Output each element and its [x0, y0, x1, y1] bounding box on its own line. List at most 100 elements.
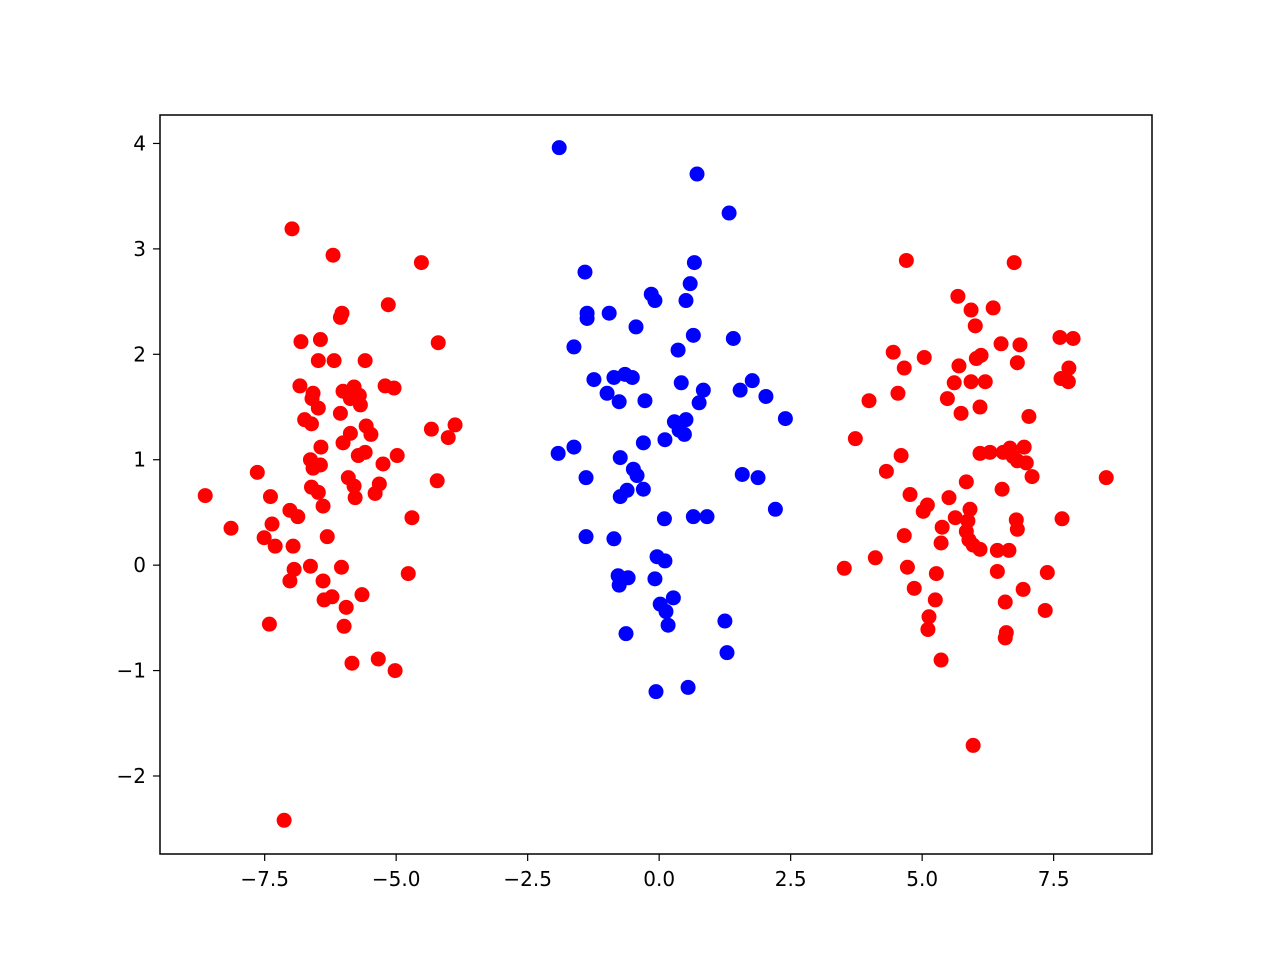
point [429, 473, 445, 489]
point [657, 553, 673, 569]
point [678, 293, 694, 309]
point [648, 684, 664, 700]
point [1012, 337, 1028, 353]
point [223, 520, 239, 536]
point [612, 450, 628, 466]
point [750, 470, 766, 486]
point [637, 393, 653, 409]
point [344, 655, 360, 671]
point [767, 501, 783, 517]
point [1018, 455, 1034, 471]
point [332, 309, 348, 325]
point [963, 302, 979, 318]
point [282, 573, 298, 589]
point [958, 474, 974, 490]
point [686, 255, 702, 271]
point [898, 252, 914, 268]
point [989, 563, 1005, 579]
point [1001, 542, 1017, 558]
point [389, 448, 405, 464]
point [286, 561, 302, 577]
point [447, 417, 463, 433]
point [732, 382, 748, 398]
point [658, 604, 674, 620]
point [934, 519, 950, 535]
point [551, 140, 567, 156]
point [947, 510, 963, 526]
point [303, 416, 319, 432]
point [566, 439, 582, 455]
point [734, 466, 750, 482]
point [578, 470, 594, 486]
point [1037, 602, 1053, 618]
point [404, 510, 420, 526]
point [717, 613, 733, 629]
point [993, 336, 1009, 352]
y-tick-label: −2 [117, 764, 146, 788]
point [629, 468, 645, 484]
point [982, 444, 998, 460]
point [933, 535, 949, 551]
point [928, 566, 944, 582]
point [292, 378, 308, 394]
point [335, 435, 351, 451]
point [611, 577, 627, 593]
point [1098, 470, 1114, 486]
point [363, 426, 379, 442]
point [660, 617, 676, 633]
y-tick-label: 3 [133, 237, 146, 261]
point [579, 310, 595, 326]
point [867, 550, 883, 566]
x-tick-label: 7.5 [1038, 867, 1070, 891]
point [326, 353, 342, 369]
point [972, 541, 988, 557]
point [680, 679, 696, 695]
point [836, 560, 852, 576]
y-tick-label: 4 [133, 131, 146, 155]
point [647, 293, 663, 309]
point [920, 621, 936, 637]
point [725, 330, 741, 346]
point [197, 488, 213, 504]
point [423, 421, 439, 437]
point [635, 481, 651, 497]
point [1065, 330, 1081, 346]
point [586, 372, 602, 388]
point [325, 247, 341, 263]
y-tick-label: 1 [133, 448, 146, 472]
point [965, 737, 981, 753]
point [336, 618, 352, 634]
point [305, 460, 321, 476]
point [685, 327, 701, 343]
x-tick-label: 0.0 [643, 867, 675, 891]
point [1061, 360, 1077, 376]
point [332, 405, 348, 421]
point [657, 432, 673, 448]
point [744, 373, 760, 389]
point [606, 531, 622, 547]
point [612, 489, 628, 505]
point [635, 435, 651, 451]
point [400, 566, 416, 582]
point [285, 538, 301, 554]
point [997, 594, 1013, 610]
point [380, 297, 396, 313]
point [927, 592, 943, 608]
point [262, 489, 278, 505]
point [699, 509, 715, 525]
point [312, 332, 328, 348]
y-tick-label: 2 [133, 342, 146, 366]
point [256, 530, 272, 546]
point [319, 529, 335, 545]
point [367, 485, 383, 501]
point [951, 358, 967, 374]
point [1009, 521, 1025, 537]
point [386, 380, 402, 396]
point [1060, 374, 1076, 390]
point [566, 339, 582, 355]
point [899, 559, 915, 575]
point [1016, 439, 1032, 455]
point [721, 205, 737, 221]
point [878, 463, 894, 479]
